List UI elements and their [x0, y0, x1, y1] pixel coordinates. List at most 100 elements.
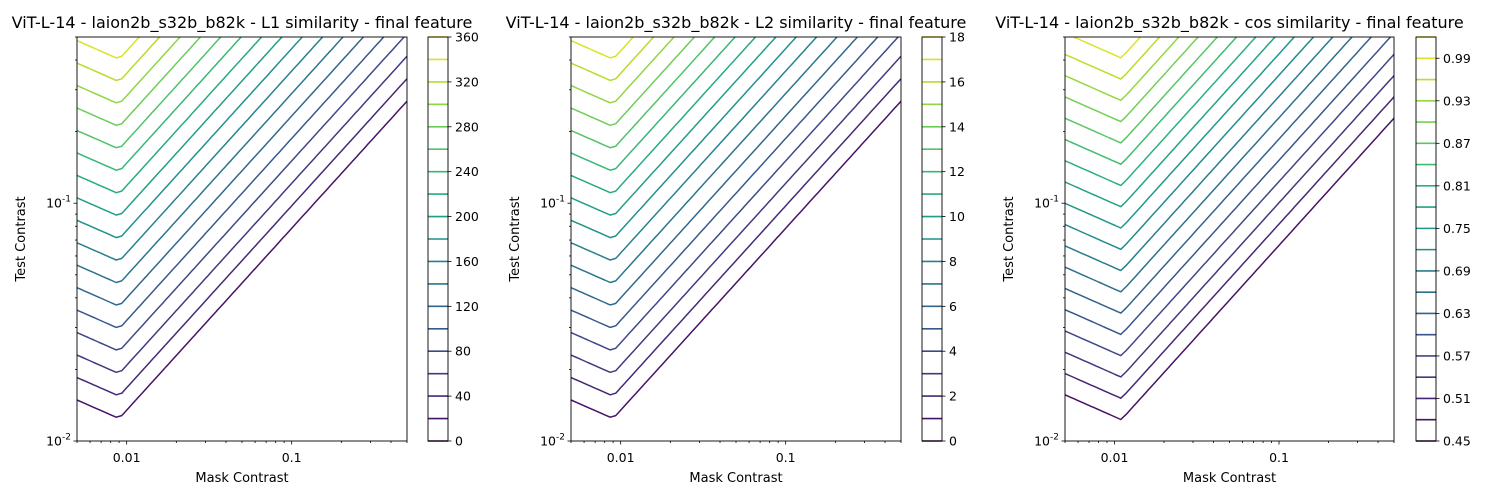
colorbar-tick-label: 0.99	[1443, 51, 1471, 66]
contour-level-80	[77, 37, 405, 351]
contour-level-0.78	[1065, 37, 1276, 208]
contour-level-4	[571, 37, 899, 351]
x-tick-label: 0.01	[113, 450, 141, 465]
chart-title: ViT-L-14 - laion2b_s32b_b82k - cos simil…	[995, 13, 1463, 33]
contour-level-0.6	[1065, 37, 1392, 336]
colorbar-tick-label: 2	[949, 389, 957, 404]
contour-level-320	[77, 37, 161, 82]
contour-level-15	[571, 37, 675, 104]
contour-level-3	[571, 55, 901, 374]
contour-level-10	[571, 37, 777, 216]
contour-level-6	[571, 37, 859, 306]
colorbar-tick-label: 360	[455, 30, 479, 45]
contour-level-0.48	[1065, 117, 1394, 421]
colorbar-tick-label: 320	[455, 74, 479, 89]
contour-level-7	[571, 37, 838, 284]
contour-level-5	[571, 37, 879, 329]
contour-level-0.81	[1065, 37, 1257, 187]
contour-level-0.54	[1065, 74, 1394, 378]
contour-lines	[571, 37, 901, 418]
contour-level-11	[571, 37, 757, 194]
colorbar-frame	[921, 36, 943, 442]
y-tick-label: 10-2	[540, 433, 565, 449]
contour-level-0.93	[1065, 37, 1180, 102]
colorbar-tick-label: 0.69	[1443, 263, 1471, 278]
contour-level-300	[77, 37, 181, 104]
colorbar-tick-label: 160	[455, 254, 479, 269]
colorbar-tick-label: 10	[949, 209, 965, 224]
contour-level-160	[77, 37, 324, 261]
y-axis-label: Test Contrast	[508, 196, 523, 282]
colorbar-tick-label: 0.87	[1443, 136, 1471, 151]
colorbar-tick-label: 0.75	[1443, 221, 1471, 236]
x-axis-label: Mask Contrast	[1183, 471, 1276, 486]
colorbar-tick-label: 80	[455, 344, 471, 359]
colorbar-tick-label: 0	[949, 434, 957, 449]
contour-level-140	[77, 37, 344, 284]
colorbar-tick-label: 200	[455, 209, 479, 224]
colorbar-tick-label: 240	[455, 164, 479, 179]
colorbar-tick-label: 18	[949, 30, 965, 45]
contour-level-100	[77, 37, 385, 329]
contour-lines	[1065, 37, 1394, 421]
y-axis-label: Test Contrast	[14, 196, 29, 282]
contour-level-280	[77, 37, 202, 127]
contour-level-120	[77, 37, 365, 306]
x-tick-label: 0.01	[607, 450, 635, 465]
colorbar-tick-label: 4	[949, 344, 957, 359]
colorbar: 0.45 0.51 0.57 0.63 0.69 0.75 0.81 0.87 0.93 0.99	[1415, 36, 1471, 449]
y-tick-label: 10-1	[46, 195, 71, 211]
y-tick-label: 10-1	[540, 195, 565, 211]
contour-level-0.66	[1065, 37, 1353, 293]
contour-level-0.51	[1065, 96, 1394, 399]
contour-level-40	[77, 77, 407, 396]
x-tick-label: 0.1	[776, 450, 796, 465]
colorbar-frame	[427, 36, 449, 442]
colorbar-frame	[1415, 36, 1437, 442]
colorbar-tick-label: 8	[949, 254, 957, 269]
contour-level-200	[77, 37, 283, 216]
colorbar-tick-label: 0.81	[1443, 178, 1471, 193]
colorbar-tick-label: 6	[949, 299, 957, 314]
y-tick-label: 10-2	[46, 433, 71, 449]
contour-lines	[77, 37, 407, 418]
contour-level-20	[77, 100, 407, 418]
colorbar-tick-label: 14	[949, 119, 965, 134]
chart-panel-1: ViT-L-14 - laion2b_s32b_b82k - L1 simila…	[12, 13, 479, 486]
y-axis-label: Test Contrast	[1002, 196, 1017, 282]
x-tick-label: 0.1	[282, 450, 302, 465]
contour-level-1	[571, 100, 901, 418]
colorbar-tick-label: 40	[455, 389, 471, 404]
colorbar-tick-label: 280	[455, 119, 479, 134]
contour-level-0.99	[1073, 37, 1142, 59]
colorbar: 0 40 80 120 160 200 240 280 320 360	[427, 30, 479, 449]
contour-level-0.75	[1065, 37, 1296, 229]
chart-title: ViT-L-14 - laion2b_s32b_b82k - L2 simila…	[506, 13, 967, 33]
contour-level-0.69	[1065, 37, 1334, 272]
contour-level-8	[571, 37, 818, 261]
contour-level-220	[77, 37, 263, 194]
contour-level-0.72	[1065, 37, 1315, 251]
contour-level-0.63	[1065, 37, 1372, 314]
contour-level-13	[571, 37, 716, 149]
contour-level-0.96	[1065, 37, 1161, 80]
colorbar-tick-label: 12	[949, 164, 965, 179]
x-tick-label: 0.1	[1269, 450, 1289, 465]
contour-level-0.9	[1065, 37, 1199, 123]
x-axis-label: Mask Contrast	[689, 471, 782, 486]
y-tick-label: 10-2	[1034, 433, 1059, 449]
x-tick-label: 0.01	[1101, 450, 1129, 465]
y-tick-label: 10-1	[1034, 195, 1059, 211]
contour-level-260	[77, 37, 222, 149]
contour-level-0.87	[1065, 37, 1219, 144]
contour-level-12	[571, 37, 736, 171]
colorbar-tick-label: 0.45	[1443, 434, 1471, 449]
contour-level-60	[77, 55, 407, 374]
colorbar-tick-label: 120	[455, 299, 479, 314]
chart-title: ViT-L-14 - laion2b_s32b_b82k - L1 simila…	[12, 13, 473, 33]
chart-panel-2: ViT-L-14 - laion2b_s32b_b82k - L2 simila…	[506, 13, 967, 486]
colorbar-tick-label: 0.63	[1443, 306, 1471, 321]
chart-panel-3: ViT-L-14 - laion2b_s32b_b82k - cos simil…	[995, 13, 1471, 486]
contour-level-0.84	[1065, 37, 1238, 165]
